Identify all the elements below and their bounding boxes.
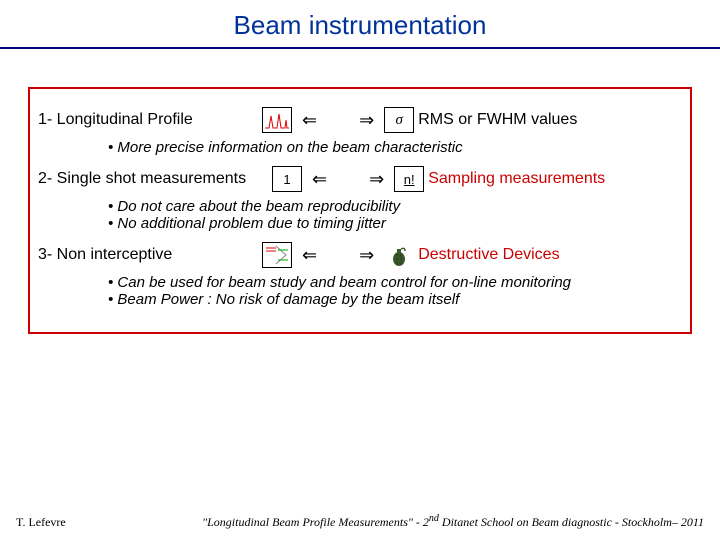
arrow-right-icon: ⇒ <box>369 169 384 190</box>
bullet: • No additional problem due to timing ji… <box>108 215 682 232</box>
row-2-bullets: • Do not care about the beam reproducibi… <box>108 198 682 232</box>
row-1-right: RMS or FWHM values <box>418 111 577 129</box>
row-2-right: Sampling measurements <box>428 170 605 188</box>
row-3-right: Destructive Devices <box>418 246 559 264</box>
sigma-icon: σ <box>384 107 414 133</box>
row-1-left: 1- Longitudinal Profile <box>38 111 258 129</box>
row-2: 2- Single shot measurements 1 ⇐ ⇒ n! Sam… <box>38 166 682 192</box>
arrow-right-icon: ⇒ <box>359 245 374 266</box>
page-title: Beam instrumentation <box>0 10 720 41</box>
detector-icon <box>262 242 292 268</box>
row-1-bullets: • More precise information on the beam c… <box>108 139 682 156</box>
nfact-icon: n! <box>394 166 424 192</box>
bullet: • Beam Power : No risk of damage by the … <box>108 291 682 308</box>
row-3-left: 3- Non interceptive <box>38 246 258 264</box>
one-icon: 1 <box>272 166 302 192</box>
footer-author: T. Lefevre <box>16 515 66 530</box>
row-3: 3- Non interceptive ⇐ ⇒ Destructive Devi… <box>38 242 682 268</box>
arrow-left-icon: ⇐ <box>312 169 327 190</box>
row-2-left: 2- Single shot measurements <box>38 170 268 188</box>
bullet: • Do not care about the beam reproducibi… <box>108 198 682 215</box>
row-1: 1- Longitudinal Profile ⇐ ⇒ σ RMS or FWH… <box>38 107 682 133</box>
title-bar: Beam instrumentation <box>0 0 720 49</box>
footer-subtitle: "Longitudinal Beam Profile Measurements"… <box>66 513 704 530</box>
grenade-icon <box>384 242 414 268</box>
arrow-left-icon: ⇐ <box>302 110 317 131</box>
bullet: • More precise information on the beam c… <box>108 139 682 156</box>
row-3-bullets: • Can be used for beam study and beam co… <box>108 274 682 308</box>
arrow-left-icon: ⇐ <box>302 245 317 266</box>
footer: T. Lefevre "Longitudinal Beam Profile Me… <box>16 513 704 530</box>
peaks-icon <box>262 107 292 133</box>
content-box: 1- Longitudinal Profile ⇐ ⇒ σ RMS or FWH… <box>28 87 692 334</box>
arrow-right-icon: ⇒ <box>359 110 374 131</box>
bullet: • Can be used for beam study and beam co… <box>108 274 682 291</box>
